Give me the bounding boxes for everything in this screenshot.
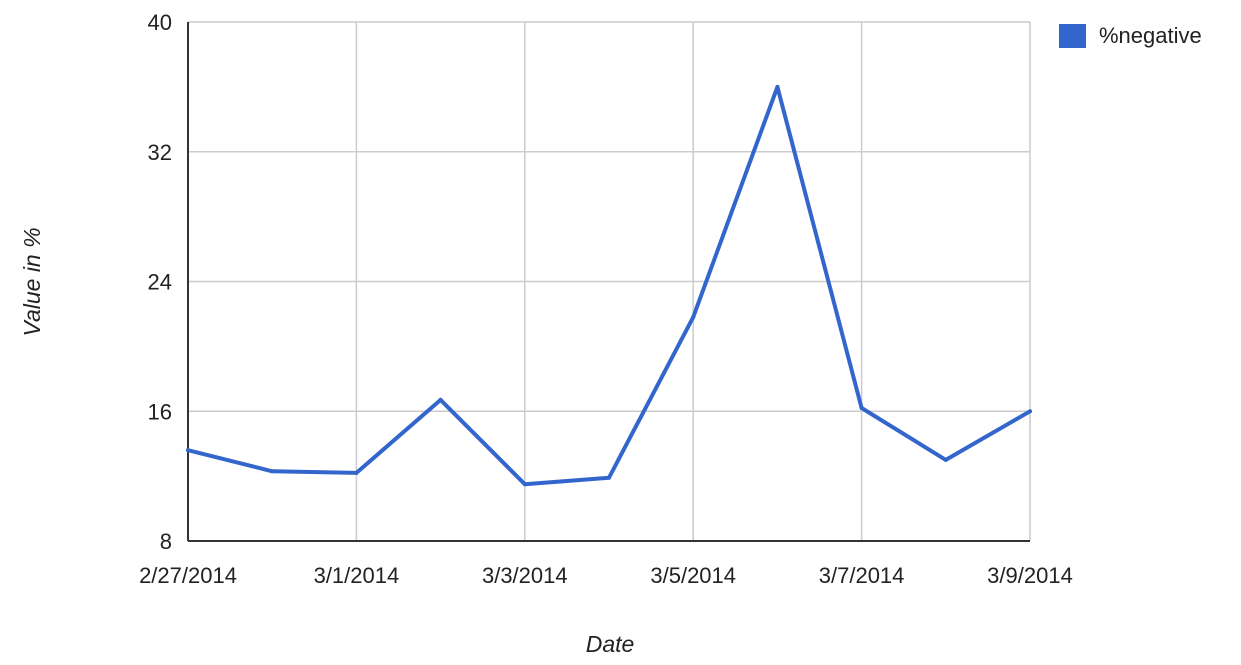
grid-layer (188, 21, 1031, 541)
series-line (186, 84, 1032, 487)
series-layer (186, 84, 1032, 487)
y-tick-label: 32 (148, 140, 172, 165)
y-tick-label: 24 (148, 270, 172, 295)
data-point (270, 469, 275, 474)
x-tick-label: 3/3/2014 (482, 563, 568, 588)
legend-label: %negative (1099, 23, 1202, 48)
x-tick-label: 3/7/2014 (819, 563, 905, 588)
tick-label-layer: 8 16 24 32 40 2/27/2014 3/1/2014 3/3/2014 3/5/20… (139, 10, 1073, 588)
y-tick-label: 40 (148, 10, 172, 35)
y-tick-label: 16 (148, 399, 172, 424)
x-tick-label: 2/27/2014 (139, 563, 237, 588)
data-point (775, 84, 780, 89)
data-point (186, 448, 190, 453)
legend-swatch (1059, 24, 1086, 48)
x-axis-title: Date (586, 631, 635, 657)
legend: %negative (1059, 23, 1202, 48)
data-point (354, 470, 359, 475)
data-point (859, 406, 864, 411)
x-tick-label: 3/1/2014 (314, 563, 400, 588)
y-axis-title: Value in % (19, 227, 45, 336)
data-point (1028, 409, 1032, 414)
data-point (691, 315, 696, 320)
x-tick-label: 3/9/2014 (987, 563, 1073, 588)
data-point (438, 397, 443, 402)
axis-layer (187, 22, 1030, 542)
data-point (607, 475, 611, 480)
data-point (522, 482, 527, 487)
x-tick-label: 3/5/2014 (650, 563, 736, 588)
y-tick-label: 8 (160, 529, 172, 554)
data-point (943, 457, 948, 462)
